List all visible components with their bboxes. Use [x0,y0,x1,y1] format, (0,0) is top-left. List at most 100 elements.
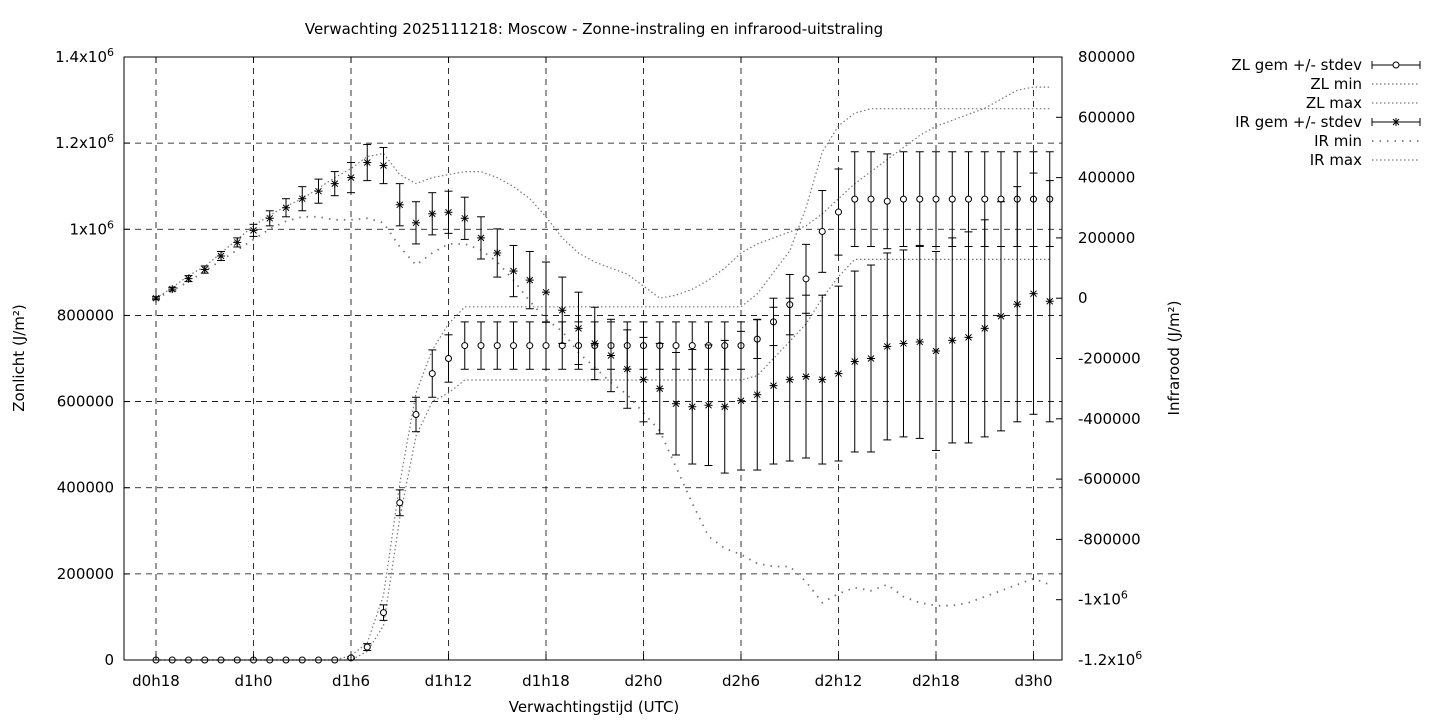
data-point [607,318,615,393]
legend-item: ZL max [1306,94,1420,112]
y-tick-label: 200000 [57,565,114,583]
y2-tick-label: -200000 [1078,350,1141,368]
data-point [672,321,680,370]
data-point [883,153,892,250]
y2-tick-label: 400000 [1078,169,1135,187]
legend-label: IR max [1310,151,1362,169]
y2-tick-label: -800000 [1078,530,1141,548]
data-point [217,250,225,262]
legend-label: IR min [1314,132,1362,150]
data-point [493,321,502,370]
data-point [915,244,924,439]
data-point [363,143,372,182]
plot-border [123,56,1063,661]
y2-tick-label: -400000 [1078,410,1141,428]
data-point [525,250,534,310]
plot-series [152,86,1054,664]
data-point [818,190,827,273]
data-point [1013,186,1022,423]
data-point [460,321,469,370]
series-line [156,108,1050,661]
legend-item: IR max [1310,151,1420,169]
data-point [834,285,843,462]
data-point [168,285,177,294]
x-tick-label: d3h0 [1014,672,1052,690]
data-point [428,349,437,398]
legend-item: ZL gem +/- stdev [1231,56,1421,74]
data-point [460,196,469,240]
x-tick-label: d1h18 [522,672,570,690]
grid-lines [124,57,1062,660]
data-point [737,330,745,471]
data-point [493,228,502,278]
legend-item: IR min [1314,132,1420,150]
y-tick-label: 1.4x106 [55,46,114,66]
legend-label: ZL gem +/- stdev [1231,56,1362,74]
data-point [542,321,550,370]
data-point [509,244,518,298]
data-point [672,351,680,456]
data-point [363,643,372,652]
data-point [704,344,713,467]
data-point [477,321,485,370]
x-tick-label: d2h6 [722,672,760,690]
data-point [558,276,567,344]
data-point [899,249,908,438]
data-point [184,274,193,283]
x-tick-label: d2h0 [624,672,662,690]
data-point [932,250,940,451]
data-point [509,321,518,370]
data-point [249,223,258,237]
data-point [883,252,892,441]
y-tick-label: 800000 [57,306,114,324]
y2-tick-label: 200000 [1078,229,1135,247]
data-point [769,306,778,465]
y-tick-label: 400000 [57,479,114,497]
data-point [412,201,420,245]
data-point [899,151,908,248]
data-point [948,151,957,248]
data-point [525,321,534,370]
axis-ticks: d0h18 d1h0 d1h6 d1h12 d1h18 d2h0 d2h6 d2h12 d2h1… [55,46,1142,690]
y-tick-label: 1.2x106 [55,132,114,152]
data-point [444,334,453,383]
data-point [265,210,274,227]
data-point [428,192,437,236]
x-tick-label: d2h12 [815,672,863,690]
data-point [818,294,827,465]
legend-label: IR gem +/- stdev [1235,113,1362,131]
y2-axis-label: Infrarood (J/m²) [1165,301,1183,416]
data-point [639,336,648,423]
data-point [444,190,453,234]
data-point [395,183,404,227]
x-tick-label: d1h12 [425,672,473,690]
legend-item: ZL min [1310,75,1420,93]
series-line [155,215,1051,607]
data-point [330,171,339,197]
y-tick-label: 600000 [57,393,114,411]
x-tick-label: d2h18 [912,672,960,690]
data-point [379,146,388,185]
data-point [688,348,697,465]
data-point [1029,172,1038,415]
data-point [932,151,940,248]
y2-tick-label: -1x106 [1078,589,1128,609]
y2-tick-label: 800000 [1078,48,1135,66]
data-point [753,318,762,471]
data-point [623,329,632,409]
data-point [477,216,485,260]
data-point [964,151,973,248]
data-point [233,237,242,248]
legend-label: ZL min [1310,75,1362,93]
legend-label: ZL max [1306,94,1362,112]
data-point [867,264,875,453]
data-point [542,261,550,323]
y2-tick-label: 600000 [1078,108,1135,126]
data-point [314,178,323,204]
data-point [867,151,875,248]
data-point [850,270,859,453]
x-tick-label: d0h18 [132,672,180,690]
series-line [155,86,1050,299]
